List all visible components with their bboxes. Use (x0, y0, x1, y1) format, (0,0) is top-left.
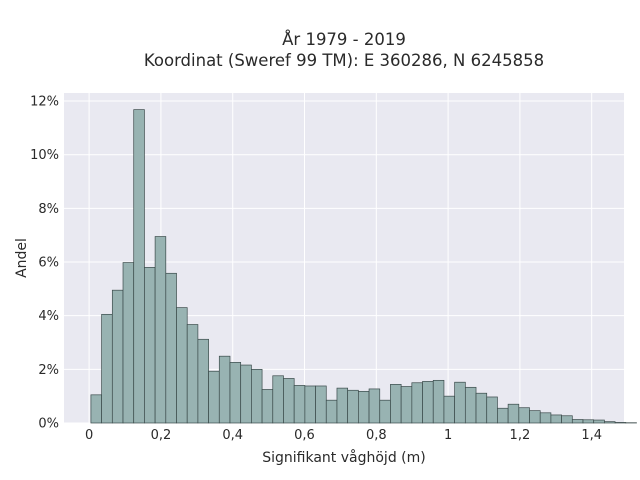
histogram-bar (550, 414, 562, 424)
histogram-bar (411, 382, 423, 424)
x-axis-ticks: 0 0,2 0,4 0,6 0,8 1 1,2 1,4 (85, 428, 602, 443)
y-tick-label: 10% (30, 148, 59, 163)
histogram-bar (486, 396, 498, 424)
histogram-bar (358, 390, 370, 424)
histogram-bar (368, 388, 381, 424)
histogram-bar (218, 355, 231, 424)
x-tick-label: 1,4 (581, 428, 602, 443)
histogram-bar (283, 378, 295, 424)
histogram-bar (304, 385, 316, 424)
histogram-bar (261, 389, 274, 424)
histogram-bar (497, 407, 509, 424)
x-tick-label: 0,8 (366, 428, 387, 443)
y-tick-label: 6% (38, 256, 59, 271)
y-tick-label: 0% (38, 417, 59, 432)
histogram-bar (593, 419, 605, 424)
y-tick-label: 8% (38, 202, 59, 217)
x-tick-label: 1 (444, 428, 452, 443)
histogram-bar (571, 419, 584, 424)
histogram-bar (464, 386, 477, 424)
histogram-bar (561, 415, 573, 424)
x-tick-label: 0,6 (294, 428, 315, 443)
y-tick-label: 4% (38, 309, 59, 324)
histogram-bar (176, 307, 188, 424)
histogram-bar (443, 395, 455, 424)
histogram-bar (325, 399, 338, 424)
x-tick-label: 0 (85, 428, 93, 443)
y-tick-label: 12% (30, 95, 59, 110)
histogram-bar (507, 403, 520, 424)
histogram-bar (272, 375, 284, 424)
histogram-bar (111, 289, 124, 424)
x-tick-label: 1,2 (510, 428, 531, 443)
histogram-bar (475, 392, 488, 424)
histogram-bar (390, 384, 402, 424)
histogram-bar (144, 267, 156, 424)
histogram-bars (90, 109, 637, 424)
histogram-bar (90, 394, 102, 424)
histogram-bar (154, 236, 167, 424)
histogram-bar (122, 262, 135, 424)
histogram-bar (604, 421, 616, 424)
histogram-bar (614, 422, 627, 424)
histogram-bar (400, 386, 413, 424)
histogram-bar (539, 412, 552, 424)
histogram-bar (186, 324, 199, 424)
histogram-bar (251, 368, 263, 424)
histogram-bar (101, 313, 113, 424)
x-tick-label: 0,4 (222, 428, 243, 443)
y-tick-label: 2% (38, 363, 59, 378)
histogram-bar (422, 381, 434, 424)
histogram-bar (347, 389, 359, 424)
histogram-bar (582, 419, 595, 424)
x-tick-label: 0,2 (151, 428, 172, 443)
histogram-bar (379, 399, 391, 424)
histogram-bar (432, 379, 445, 424)
histogram-bar (336, 387, 349, 424)
histogram-bar (529, 410, 541, 424)
y-axis-label: Andel (14, 238, 30, 278)
x-axis-label: Signifikant våghöjd (m) (262, 449, 425, 466)
chart-subtitle: Koordinat (Sweref 99 TM): E 360286, N 62… (144, 51, 544, 70)
histogram-bar (240, 364, 252, 424)
chart-title: År 1979 - 2019 (282, 30, 406, 49)
histogram-bar (315, 385, 327, 424)
y-axis-ticks: 0% 2% 4% 6% 8% 10% 12% (30, 95, 59, 432)
histogram-bar (454, 381, 466, 424)
histogram-bar (133, 109, 145, 424)
histogram-bar (293, 385, 306, 424)
histogram-bar (229, 362, 242, 424)
histogram-bar (197, 338, 209, 424)
histogram-bar (518, 407, 530, 424)
histogram-bar (165, 272, 177, 424)
histogram-bar (208, 370, 220, 424)
